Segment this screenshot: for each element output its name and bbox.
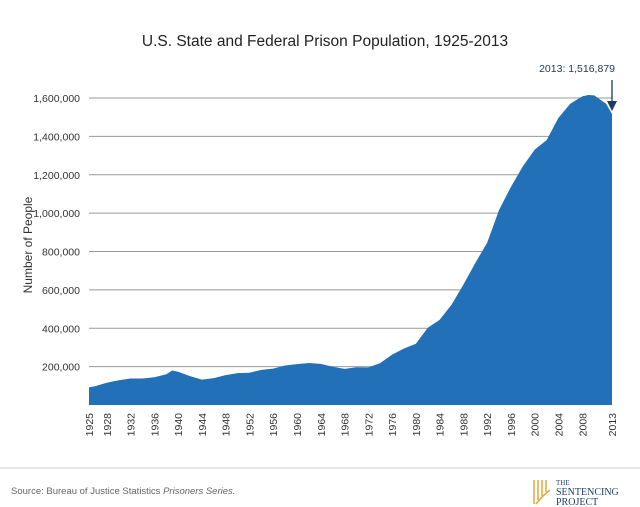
- source-series: Prisoners Series.: [163, 486, 236, 497]
- source-note: Source: Bureau of Justice Statistics Pri…: [11, 486, 235, 497]
- y-tick-label: 1,600,000: [33, 93, 80, 105]
- y-tick-label: 400,000: [42, 323, 80, 335]
- x-tick-label: 1956: [268, 413, 280, 437]
- logo-line-1: THE: [556, 479, 570, 487]
- source-text: Source: Bureau of Justice Statistics: [11, 486, 164, 497]
- x-tick-label: 1944: [197, 413, 209, 437]
- x-tick-label: 1980: [411, 413, 423, 437]
- logo-line-2: SENTENCING: [556, 487, 619, 498]
- y-tick-label: 1,200,000: [33, 170, 80, 182]
- y-tick-label: 800,000: [42, 247, 80, 259]
- x-tick-label: 1984: [435, 413, 447, 437]
- chart-title: U.S. State and Federal Prison Population…: [142, 33, 508, 50]
- x-tick-label: 1936: [149, 413, 161, 437]
- x-tick-label: 1964: [316, 413, 328, 437]
- y-tick-label: 1,400,000: [33, 131, 80, 143]
- x-tick-label: 1925: [84, 413, 96, 437]
- x-tick-label: 2000: [530, 413, 542, 437]
- x-tick-label: 1976: [387, 413, 399, 437]
- x-tick-label: 1992: [482, 413, 494, 437]
- y-tick-label: 600,000: [42, 285, 80, 297]
- x-tick-label: 1996: [506, 413, 518, 437]
- x-tick-label: 1948: [221, 413, 233, 437]
- y-tick-label: 200,000: [42, 362, 80, 374]
- x-tick-label: 1960: [292, 413, 304, 437]
- x-tick-label: 1972: [363, 413, 375, 437]
- x-tick-label: 2013: [607, 413, 619, 437]
- x-tick-label: 1928: [102, 413, 114, 437]
- logo-line-3: PROJECT: [556, 497, 599, 507]
- x-tick-label: 1968: [340, 413, 352, 437]
- sentencing-project-logo-icon: [533, 480, 551, 505]
- x-tick-label: 1940: [173, 413, 185, 437]
- prison-population-area: [89, 95, 612, 405]
- logo-text: THE SENTENCING PROJECT: [556, 478, 619, 507]
- x-tick-label: 2004: [554, 413, 566, 437]
- x-tick-label: 1932: [126, 413, 138, 437]
- annotation-arrow-head: [607, 100, 617, 111]
- y-axis-label: Number of People: [21, 196, 35, 293]
- annotation-label: 2013: 1,516,879: [539, 63, 615, 75]
- y-tick-label: 1,000,000: [33, 208, 80, 220]
- x-tick-label: 1988: [458, 413, 470, 437]
- x-tick-label: 2008: [577, 413, 589, 437]
- x-tick-label: 1952: [244, 413, 256, 437]
